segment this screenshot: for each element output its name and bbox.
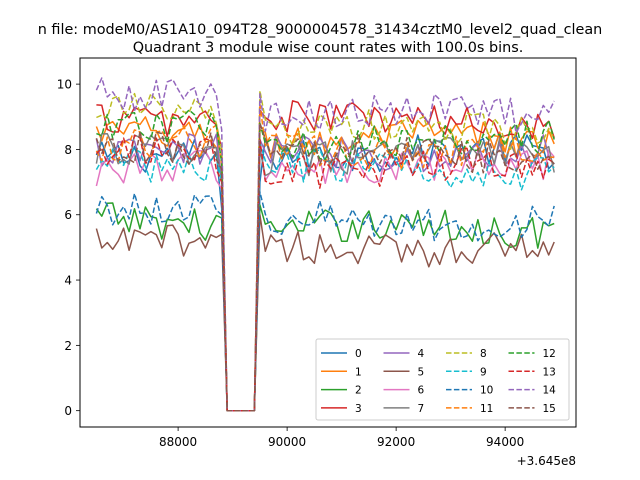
series-line-15 xyxy=(95,122,555,412)
series-line-2 xyxy=(95,202,555,412)
y-tick-label: 6 xyxy=(64,208,72,222)
legend-label-5: 5 xyxy=(418,366,425,378)
y-axis: 0 2 4 6 8 10 xyxy=(57,78,80,418)
legend-label-2: 2 xyxy=(355,385,362,397)
legend-label-7: 7 xyxy=(418,403,425,415)
x-tick-label: 94000 xyxy=(486,435,524,449)
figure-suptitle: n file: modeM0/AS1A10_094T28_9000004578_… xyxy=(38,22,603,38)
legend-box xyxy=(315,338,570,421)
x-tick-label: 90000 xyxy=(268,435,306,449)
y-tick-label: 0 xyxy=(64,404,72,418)
legend-label-3: 3 xyxy=(355,403,362,415)
series-line-5 xyxy=(95,213,555,412)
legend-label-12: 12 xyxy=(543,348,556,360)
series-line-13 xyxy=(95,134,555,412)
y-tick-label: 10 xyxy=(57,78,72,92)
legend-label-1: 1 xyxy=(355,366,362,378)
legend-label-10: 10 xyxy=(480,385,493,397)
legend-label-6: 6 xyxy=(418,385,425,397)
legend-label-11: 11 xyxy=(480,403,493,415)
series-line-4 xyxy=(95,133,555,412)
axes-frame xyxy=(79,57,577,428)
legend-label-13: 13 xyxy=(543,366,556,378)
series-layer xyxy=(95,77,555,412)
axes-title: Quadrant 3 module wise count rates with … xyxy=(133,40,524,56)
legend-label-15: 15 xyxy=(543,403,556,415)
legend-label-8: 8 xyxy=(480,348,487,360)
legend-label-9: 9 xyxy=(480,366,487,378)
y-tick-label: 8 xyxy=(64,143,72,157)
legend-label-0: 0 xyxy=(355,348,362,360)
y-tick-label: 2 xyxy=(64,339,72,353)
legend-label-14: 14 xyxy=(543,385,557,397)
y-tick-label: 4 xyxy=(64,274,72,288)
series-line-10 xyxy=(95,191,555,412)
series-line-14 xyxy=(95,77,555,412)
series-line-3 xyxy=(96,100,555,412)
legend-label-4: 4 xyxy=(418,348,425,360)
x-offset-label: +3.645e8 xyxy=(517,454,576,468)
x-axis: 88000 90000 92000 94000 xyxy=(159,427,524,449)
x-tick-label: 88000 xyxy=(159,435,197,449)
x-tick-label: 92000 xyxy=(377,435,415,449)
